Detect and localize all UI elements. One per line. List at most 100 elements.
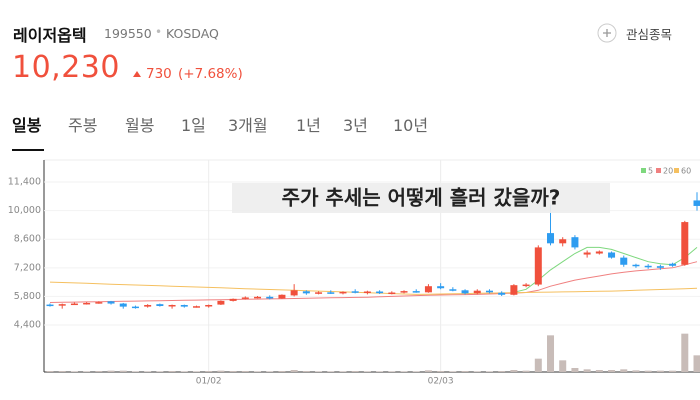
candle-body bbox=[351, 291, 359, 293]
candle-body bbox=[95, 302, 103, 304]
candle-body bbox=[412, 291, 420, 293]
volume-bar bbox=[58, 371, 66, 372]
volume-bar bbox=[669, 370, 677, 372]
candle-body bbox=[571, 237, 579, 248]
volume-bar bbox=[559, 360, 567, 372]
stock-code: 199550 bbox=[104, 26, 152, 41]
candle-body bbox=[83, 302, 91, 305]
volume-bar bbox=[229, 371, 237, 372]
candle-body bbox=[583, 252, 591, 255]
up-arrow bbox=[133, 71, 141, 77]
candle-body bbox=[217, 300, 225, 305]
volume-bar bbox=[254, 371, 262, 372]
period-tab[interactable]: 1일 bbox=[181, 116, 206, 135]
legend-swatch bbox=[641, 168, 646, 173]
legend-swatch bbox=[674, 168, 679, 173]
separator: • bbox=[155, 25, 163, 39]
x-tick-label: 02/03 bbox=[428, 377, 454, 387]
candle-body bbox=[144, 304, 152, 307]
candle-body bbox=[424, 286, 432, 293]
candle-body bbox=[229, 298, 237, 301]
period-tab[interactable]: 일봉 bbox=[12, 116, 42, 135]
annotation: 주가 추세는 어떻게 흘러 갔을까? bbox=[282, 186, 561, 210]
volume-bar bbox=[388, 371, 396, 372]
volume-bar bbox=[632, 370, 640, 372]
volume-bar bbox=[119, 370, 127, 372]
volume-bar bbox=[241, 371, 249, 372]
candle-body bbox=[327, 292, 335, 294]
volume-bar bbox=[46, 371, 54, 372]
candle-body bbox=[437, 286, 445, 289]
legend-label: 5 bbox=[648, 167, 653, 176]
volume-bar bbox=[620, 369, 628, 372]
volume-bar bbox=[412, 371, 420, 372]
market: KOSDAQ bbox=[166, 26, 219, 41]
candle-body bbox=[681, 222, 689, 265]
volume-bar bbox=[83, 371, 91, 372]
moving-average bbox=[49, 261, 698, 303]
candle-body bbox=[302, 291, 310, 294]
candle-body bbox=[534, 247, 542, 285]
period-tab[interactable]: 주봉 bbox=[68, 116, 98, 135]
candle-body bbox=[107, 301, 115, 304]
volume-bar bbox=[95, 371, 103, 372]
volume-bar bbox=[192, 371, 200, 372]
period-tab[interactable]: 1년 bbox=[296, 116, 321, 135]
candle-body bbox=[131, 306, 139, 309]
period-tab[interactable]: 3개월 bbox=[228, 116, 268, 135]
price: 10,230 bbox=[12, 50, 120, 85]
volume-bar bbox=[571, 368, 579, 372]
volume-bar bbox=[485, 371, 493, 372]
candle-body bbox=[473, 290, 481, 294]
volume-bar bbox=[278, 371, 286, 372]
period-tab[interactable]: 월봉 bbox=[125, 116, 155, 135]
candle-body bbox=[498, 292, 506, 295]
y-tick-label: 10,000 bbox=[8, 205, 41, 216]
candle-body bbox=[192, 306, 200, 308]
candle-body bbox=[168, 304, 176, 307]
candle-body bbox=[376, 291, 384, 294]
legend-label: 20 bbox=[663, 167, 673, 176]
candle-body bbox=[156, 304, 164, 307]
change: 730 bbox=[146, 66, 172, 82]
plus-icon bbox=[603, 29, 611, 37]
moving-average bbox=[49, 281, 698, 295]
volume-bar bbox=[473, 371, 481, 372]
volume-bar bbox=[351, 371, 359, 372]
moving-average bbox=[513, 246, 698, 293]
candle-body bbox=[449, 289, 457, 291]
volume-bar bbox=[131, 371, 139, 372]
volume-bar bbox=[302, 371, 310, 372]
volume-bar bbox=[424, 370, 432, 372]
candle-body bbox=[290, 290, 298, 296]
candle-body bbox=[510, 285, 518, 295]
volume-bar bbox=[498, 371, 506, 372]
candle-body bbox=[669, 263, 677, 266]
volume-bar bbox=[327, 371, 335, 372]
candle-body bbox=[461, 290, 469, 294]
candle-body bbox=[644, 265, 652, 268]
candle-body bbox=[595, 251, 603, 254]
candle-body bbox=[205, 304, 213, 307]
volume-bar bbox=[522, 370, 530, 372]
volume-bar bbox=[315, 371, 323, 372]
volume-bar bbox=[180, 371, 188, 372]
period-tab[interactable]: 10년 bbox=[393, 116, 429, 135]
candle-body bbox=[339, 291, 347, 294]
candle-body bbox=[254, 296, 262, 299]
volume-bar bbox=[693, 355, 700, 372]
candle-body bbox=[315, 292, 323, 294]
volume-bar bbox=[376, 371, 384, 372]
plus-icon[interactable] bbox=[597, 23, 617, 43]
volume-bar bbox=[156, 371, 164, 372]
volume-bar bbox=[547, 335, 555, 372]
x-tick-label: 01/02 bbox=[196, 377, 222, 387]
candle-body bbox=[620, 257, 628, 265]
candle-body bbox=[608, 252, 616, 258]
candle-body bbox=[656, 266, 664, 268]
volume-bar bbox=[681, 333, 689, 372]
candle-body bbox=[363, 291, 371, 294]
period-tab[interactable]: 3년 bbox=[343, 116, 368, 135]
watchlist-button[interactable]: 관심종목 bbox=[626, 27, 673, 42]
volume-bar bbox=[339, 371, 347, 372]
